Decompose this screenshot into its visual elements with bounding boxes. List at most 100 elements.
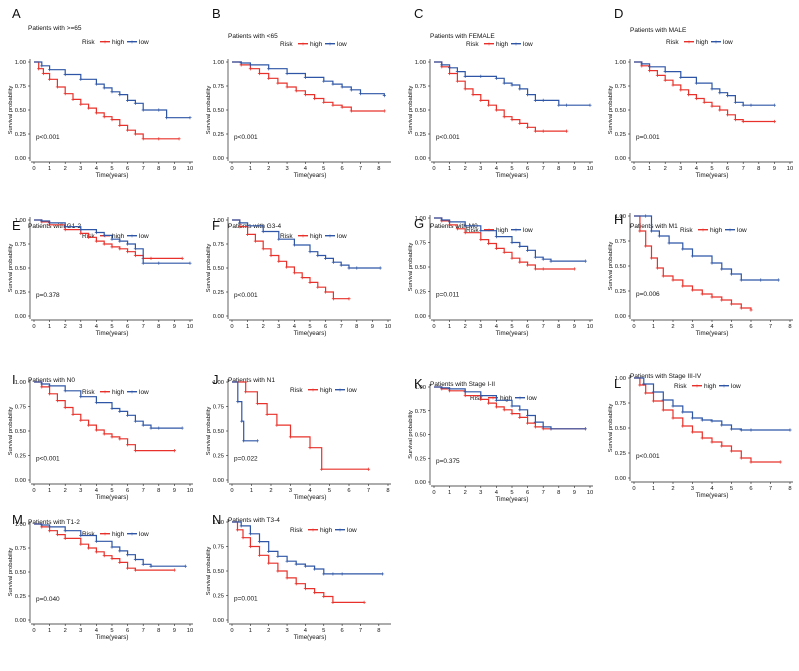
x-tick-label: 6 <box>749 486 752 492</box>
censor-mark-low <box>63 225 67 229</box>
censor-mark-low <box>236 400 240 404</box>
censor-mark-high <box>347 297 351 301</box>
censor-mark-high <box>87 106 91 110</box>
censor-mark-high <box>316 285 320 289</box>
censor-mark-low <box>583 427 587 431</box>
legend-title: Risk <box>680 227 693 234</box>
legend-low-label: low <box>139 389 149 396</box>
censor-mark-low <box>739 278 743 282</box>
x-tick-label: 9 <box>173 324 176 330</box>
censor-mark-high <box>118 123 122 127</box>
censor-mark-low <box>690 416 695 420</box>
panel-f: F Patients with G3-4 Risk + high + low 0.00 0.25… <box>206 217 391 337</box>
censor-mark-low <box>340 572 344 576</box>
y-tick-label: 0.00 <box>213 478 224 484</box>
censor-mark-low <box>94 230 98 235</box>
x-tick-label: 8 <box>757 166 760 172</box>
x-tick-label: 7 <box>142 628 145 634</box>
legend-title: Risk <box>290 527 303 534</box>
km-curve-high <box>232 219 349 300</box>
x-tick-label: 1 <box>48 628 51 634</box>
censor-mark-low <box>657 234 661 238</box>
y-tick-label: 0.00 <box>615 314 626 320</box>
km-curve-high <box>34 523 175 571</box>
x-tick-label: 1 <box>648 166 651 172</box>
censor-mark-high <box>778 460 782 464</box>
censor-mark-low <box>518 87 522 91</box>
y-tick-label: 0.00 <box>15 314 26 320</box>
censor-mark-low <box>240 419 244 423</box>
x-tick-label: 7 <box>769 486 772 492</box>
x-tick-label: 0 <box>632 486 635 492</box>
legend-low-marker: + <box>130 390 134 396</box>
p-value: p=0.011 <box>436 291 460 298</box>
censor-mark-low <box>681 247 685 251</box>
x-tick-label: 7 <box>142 166 145 172</box>
censor-mark-high <box>541 267 545 271</box>
km-curve-high <box>232 61 385 112</box>
p-value: p<0.001 <box>436 134 460 141</box>
censor-mark-high <box>644 391 648 395</box>
km-curve-high <box>434 386 586 430</box>
panel-k: K Patients with Stage I-II Risk + high + low 0.… <box>408 376 593 503</box>
x-axis-label: Time(years) <box>696 172 729 179</box>
censor-mark-high <box>102 432 106 436</box>
x-tick-label: 1 <box>448 324 451 330</box>
km-curve-high <box>634 377 781 463</box>
censor-mark-low <box>40 219 44 223</box>
y-tick-label: 0.00 <box>213 314 224 320</box>
x-tick-label: 2 <box>269 488 272 494</box>
censor-mark-high <box>285 576 289 580</box>
panel-title: Patients with >=65 <box>28 25 82 32</box>
y-tick-label: 0.50 <box>15 429 26 435</box>
p-value: p=0.378 <box>36 292 60 299</box>
y-tick-label: 0.75 <box>415 84 426 90</box>
censor-mark-high <box>502 115 506 119</box>
y-tick-label: 1.00 <box>213 520 224 526</box>
panel-title: Patients with G3-4 <box>228 223 281 230</box>
censor-mark-high <box>749 308 753 312</box>
x-tick-label: 2 <box>64 488 67 494</box>
legend-low-label: low <box>337 41 347 48</box>
censor-mark-low <box>149 564 153 568</box>
x-tick-label: 8 <box>157 166 160 172</box>
censor-mark-high <box>248 67 252 71</box>
censor-mark-low <box>79 77 83 81</box>
x-tick-label: 7 <box>542 324 545 330</box>
y-tick-label: 0.25 <box>415 456 426 462</box>
y-tick-label: 1.00 <box>15 60 26 66</box>
legend-title: Risk <box>674 383 687 390</box>
censor-mark-high <box>565 129 569 133</box>
censor-mark-high <box>671 83 675 87</box>
x-tick-label: 3 <box>79 324 82 330</box>
x-tick-label: 8 <box>377 166 380 172</box>
x-tick-label: 9 <box>773 166 776 172</box>
censor-mark-low <box>322 572 326 576</box>
censor-mark-high <box>463 393 467 398</box>
legend-low-label: low <box>731 383 741 390</box>
censor-mark-low <box>255 439 259 443</box>
censor-mark-low <box>557 103 561 107</box>
censor-mark-high <box>257 553 262 557</box>
censor-mark-low <box>94 539 98 543</box>
y-axis-label: Survival probability <box>8 548 14 597</box>
censor-mark-high <box>285 265 289 269</box>
censor-mark-high <box>572 267 576 271</box>
y-tick-label: 0.50 <box>615 264 626 270</box>
x-tick-label: 3 <box>691 486 694 492</box>
censor-mark-high <box>526 125 530 129</box>
x-tick-label: 2 <box>464 166 467 172</box>
censor-mark-high <box>87 235 91 239</box>
censor-mark-high <box>479 237 483 242</box>
censor-mark-high <box>126 128 130 132</box>
x-tick-label: 1 <box>249 628 252 634</box>
censor-mark-high <box>94 428 98 432</box>
legend-low-marker: + <box>714 40 718 46</box>
p-value: p=0.001 <box>234 595 258 602</box>
legend-low-marker: + <box>328 234 332 240</box>
censor-mark-high <box>79 231 83 236</box>
censor-mark-high <box>48 392 52 396</box>
y-tick-label: 0.25 <box>415 290 426 296</box>
x-tick-label: 4 <box>95 166 99 172</box>
